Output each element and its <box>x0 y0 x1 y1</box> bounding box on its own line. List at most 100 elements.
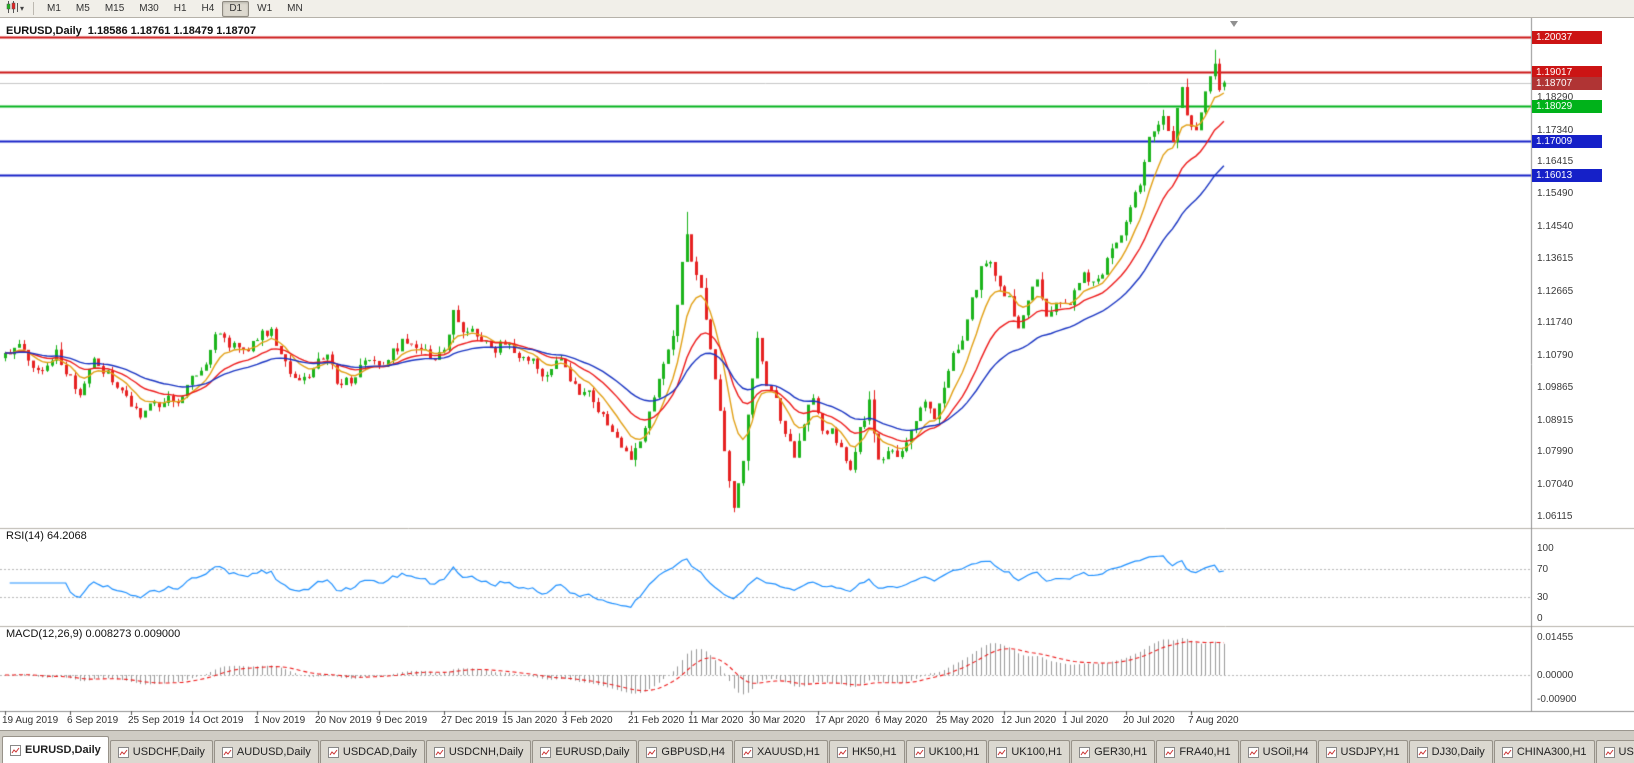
price-scale-tick: 1.09865 <box>1537 382 1574 393</box>
chart-tab-gbpusd-h4[interactable]: GBPUSD,H4 <box>638 740 733 763</box>
price-scale-tick: 1.07040 <box>1537 479 1574 490</box>
chart-symbol-period: EURUSD,Daily <box>6 25 82 37</box>
mini-chart-icon <box>1247 746 1259 758</box>
chart-tab-eurusd-daily[interactable]: EURUSD,Daily <box>532 740 638 763</box>
price-scale-tick: 1.16415 <box>1537 156 1574 167</box>
price-scale-tick: 1.14540 <box>1537 221 1574 232</box>
candlestick-chart-icon <box>6 0 19 18</box>
tab-label: EURUSD,Daily <box>25 744 101 756</box>
chart-tab-ger30-h1[interactable]: GER30,H1 <box>1071 740 1156 763</box>
macd-scale-tick: 0.00000 <box>1537 670 1574 681</box>
mini-chart-icon <box>221 746 233 758</box>
chart-tab-audusd-daily[interactable]: AUDUSD,Daily <box>213 740 319 763</box>
price-scale-tick: 1.07990 <box>1537 446 1574 457</box>
tab-label: UK100,H1 <box>928 746 980 758</box>
chart-tab-eurusd-daily[interactable]: EURUSD,Daily <box>2 736 109 763</box>
timeframe-button-m30[interactable]: M30 <box>139 2 159 14</box>
price-line-label: 1.17009 <box>1532 135 1602 148</box>
price-scale-tick: 1.15490 <box>1537 188 1574 199</box>
chart-tab-uk100-h1[interactable]: UK100,H1 <box>988 740 1071 763</box>
tab-label: CHINA300,H1 <box>1516 746 1587 758</box>
time-scale-label: 20 Nov 2019 <box>315 715 372 726</box>
rsi-scale-tick: 30 <box>1537 592 1549 603</box>
timeframe-button-d1[interactable]: D1 <box>222 0 250 17</box>
chart-tab-usoil-h4[interactable]: USOil,H4 <box>1239 740 1317 763</box>
mini-chart-icon <box>540 746 552 758</box>
chart-tab-xauusd-h1[interactable]: XAUUSD,H1 <box>733 740 828 763</box>
tab-label: USDCNH,Daily <box>448 746 524 758</box>
tab-label: FRA40,H1 <box>1179 746 1231 758</box>
macd-indicator-label: MACD(12,26,9) 0.008273 0.009000 <box>6 628 181 640</box>
rsi-scale-tick: 0 <box>1537 613 1543 624</box>
mini-chart-icon <box>741 746 753 758</box>
chart-tab-usdcnh-daily[interactable]: USDCNH,Daily <box>425 740 532 763</box>
chart-shift-marker-icon[interactable] <box>1230 21 1238 27</box>
rsi-indicator-label: RSI(14) 64.2068 <box>6 530 87 542</box>
timeframe-group: M1 M5 M15 M30 H1 H4 D1 W1 MN <box>40 0 310 17</box>
time-scale-label: 3 Feb 2020 <box>562 715 613 726</box>
chart-tab-uk100-h1[interactable]: UK100,H1 <box>905 740 988 763</box>
timeframe-button-m1[interactable]: M1 <box>47 2 61 14</box>
tab-label: AUDUSD,Daily <box>236 746 311 758</box>
time-scale-label: 7 Aug 2020 <box>1188 715 1239 726</box>
chevron-down-icon: ▾ <box>20 3 25 13</box>
chart-tab-usoil-h1[interactable]: USOil,H1 <box>1595 740 1634 763</box>
price-scale-tick: 1.08915 <box>1537 415 1574 426</box>
price-scale-tick: 1.10790 <box>1537 350 1574 361</box>
price-scale-tick: 1.13615 <box>1537 253 1574 264</box>
chart-tab-usdjpy-h1[interactable]: USDJPY,H1 <box>1317 740 1408 763</box>
tab-label: USDJPY,H1 <box>1340 746 1400 758</box>
time-scale-label: 12 Jun 2020 <box>1001 715 1057 726</box>
chart-tab-hk50-h1[interactable]: HK50,H1 <box>828 740 905 763</box>
mini-chart-icon <box>327 746 339 758</box>
timeframe-button-mn[interactable]: MN <box>287 2 303 14</box>
price-scale-tick: 1.17340 <box>1537 125 1574 136</box>
rsi-scale-tick: 100 <box>1537 543 1554 554</box>
chart-tab-dj30-daily[interactable]: DJ30,Daily <box>1408 740 1493 763</box>
time-scale-label: 30 Mar 2020 <box>749 715 806 726</box>
time-scale-label: 14 Oct 2019 <box>189 715 244 726</box>
price-line-label: 1.16013 <box>1532 169 1602 182</box>
toolbar-separator <box>33 2 35 15</box>
timeframe-button-h1[interactable]: H1 <box>173 2 187 14</box>
mini-chart-icon <box>913 746 925 758</box>
mini-chart-icon <box>433 746 445 758</box>
chart-tab-usdchf-daily[interactable]: USDCHF,Daily <box>109 740 213 763</box>
mini-chart-icon <box>1079 746 1091 758</box>
chart-type-button[interactable]: ▾ <box>3 0 27 18</box>
tab-label: USDCHF,Daily <box>132 746 205 758</box>
time-scale-label: 20 Jul 2020 <box>1123 715 1175 726</box>
chart-stage: EURUSD,Daily 1.18586 1.18761 1.18479 1.18… <box>0 18 1634 730</box>
mini-chart-icon <box>1501 746 1513 758</box>
tab-label: USOil,H4 <box>1262 746 1309 758</box>
mini-chart-icon <box>996 746 1008 758</box>
tab-label: UK100,H1 <box>1011 746 1063 758</box>
time-scale-label: 9 Dec 2019 <box>376 715 428 726</box>
time-scale-label: 19 Aug 2019 <box>2 715 59 726</box>
timeframe-button-m5[interactable]: M5 <box>75 2 90 14</box>
chart-tab-fra40-h1[interactable]: FRA40,H1 <box>1156 740 1239 763</box>
mini-chart-icon <box>117 746 129 758</box>
chart-tab-usdcad-daily[interactable]: USDCAD,Daily <box>319 740 425 763</box>
time-scale-label: 6 May 2020 <box>875 715 928 726</box>
mini-chart-icon <box>1603 746 1615 758</box>
time-scale-label: 17 Apr 2020 <box>815 715 869 726</box>
rsi-scale-tick: 70 <box>1537 564 1549 575</box>
mini-chart-icon <box>10 744 21 756</box>
price-scale-tick: 1.06115 <box>1537 511 1573 522</box>
price-line-label: 1.19017 <box>1532 66 1602 79</box>
chart-tab-bar: EURUSD,Daily USDCHF,Daily AUDUSD,Daily USDC… <box>0 730 1634 763</box>
time-scale-label: 1 Nov 2019 <box>254 715 306 726</box>
timeframe-button-h4[interactable]: H4 <box>201 2 215 14</box>
time-scale-label: 11 Mar 2020 <box>688 715 744 726</box>
tab-label: DJ30,Daily <box>1431 746 1485 758</box>
price-chart-canvas[interactable] <box>0 18 1634 730</box>
timeframe-button-m15[interactable]: M15 <box>104 2 125 14</box>
chart-tab-china300-h1[interactable]: CHINA300,H1 <box>1493 740 1595 763</box>
tab-label: HK50,H1 <box>851 746 897 758</box>
mini-chart-icon <box>836 746 848 758</box>
timeframe-button-w1[interactable]: W1 <box>257 2 273 14</box>
price-scale-tick: 1.18290 <box>1537 92 1574 103</box>
time-scale-label: 25 May 2020 <box>936 715 994 726</box>
tab-label: GER30,H1 <box>1094 746 1148 758</box>
